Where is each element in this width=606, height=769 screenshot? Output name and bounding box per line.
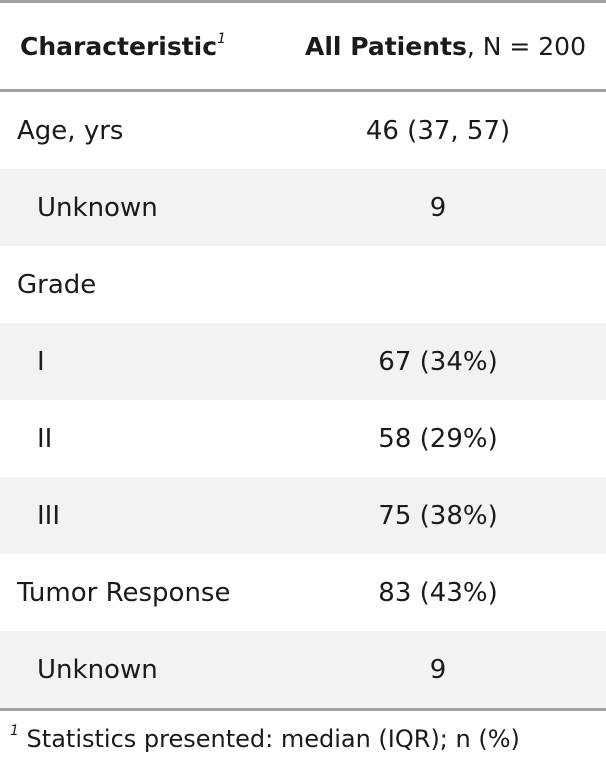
summary-table: Characteristic1 All Patients, N = 200 Ag… [0, 0, 606, 711]
row-label: Tumor Response [17, 577, 231, 608]
footnote-text: Statistics presented: median (IQR); n (%… [18, 725, 520, 753]
header-characteristic-label: Characteristic [20, 31, 218, 61]
table-row-grade: Grade [0, 246, 606, 323]
table-row-age-unknown: Unknown 9 [0, 169, 606, 246]
footnote-mark: 1 [10, 723, 19, 739]
row-label: III [37, 500, 61, 531]
header-footnote-mark: 1 [217, 31, 226, 48]
row-value: 9 [429, 654, 447, 685]
row-value: 75 (38%) [378, 500, 498, 531]
table-bottom-rule [0, 708, 606, 711]
row-label: Age, yrs [17, 115, 124, 146]
row-label: II [37, 423, 53, 454]
table-footnote: 1 Statistics presented: median (IQR); n … [10, 723, 520, 753]
header-group-n: , N = 200 [466, 31, 586, 61]
row-label: I [37, 346, 45, 377]
table-header: Characteristic1 All Patients, N = 200 [0, 3, 606, 89]
table-header-rule [0, 89, 606, 92]
row-value: 58 (29%) [378, 423, 498, 454]
row-label: Unknown [37, 654, 158, 685]
table-row-grade-i: I 67 (34%) [0, 323, 606, 400]
table-row-tumor-response: Tumor Response 83 (43%) [0, 554, 606, 631]
header-characteristic: Characteristic1 [0, 31, 270, 61]
row-value: 46 (37, 57) [365, 115, 511, 146]
row-value: 9 [429, 192, 447, 223]
row-value: 83 (43%) [378, 577, 498, 608]
table-row-response-unknown: Unknown 9 [0, 631, 606, 708]
header-all-patients: All Patients, N = 200 [270, 32, 606, 61]
table-top-rule [0, 0, 606, 3]
table-row-age: Age, yrs 46 (37, 57) [0, 92, 606, 169]
row-label: Unknown [37, 192, 158, 223]
row-label: Grade [17, 269, 97, 300]
header-group-label: All Patients [305, 31, 467, 61]
table-row-grade-iii: III 75 (38%) [0, 477, 606, 554]
row-value: 67 (34%) [378, 346, 498, 377]
table-row-grade-ii: II 58 (29%) [0, 400, 606, 477]
